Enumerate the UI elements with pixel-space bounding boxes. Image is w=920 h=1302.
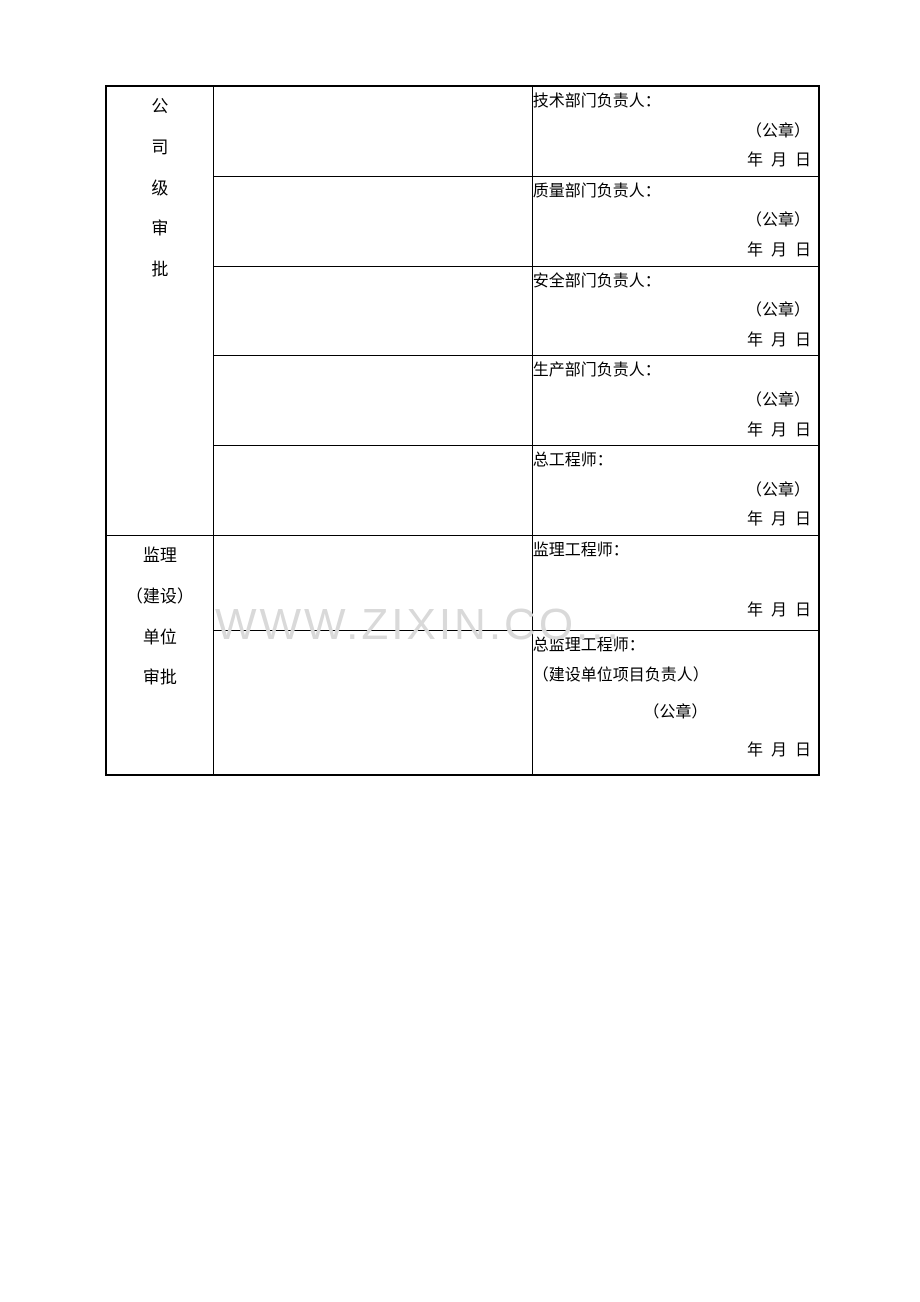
chief-supervisor-signature: 总监理工程师： （建设单位项目负责人） （公章） 年 月 日 (532, 630, 819, 775)
label-char-2: 司 (107, 128, 213, 169)
production-dept-signature: 生产部门负责人： （公章） 年 月 日 (532, 356, 819, 446)
chief-supervisor-seal: （公章） (533, 698, 818, 728)
company-approval-label: 公 司 级 审 批 (106, 86, 213, 535)
chief-engineer-signature: 总工程师： （公章） 年 月 日 (532, 446, 819, 536)
label2-line-3: 单位 (107, 618, 213, 659)
quality-dept-title: 质量部门负责人： (533, 177, 818, 207)
label-char-1: 公 (107, 87, 213, 128)
chief-supervisor-title: 总监理工程师： (533, 631, 818, 661)
supervisor-comment (213, 535, 532, 630)
label-char-3: 级 (107, 169, 213, 210)
supervisor-signature: 监理工程师： 年 月 日 (532, 535, 819, 630)
label2-line-4: 审批 (107, 658, 213, 699)
quality-dept-signature: 质量部门负责人： （公章） 年 月 日 (532, 176, 819, 266)
approval-table: 公 司 级 审 批 技术部门负责人： （公章） 年 月 日 质量部门负责人： （… (105, 85, 820, 776)
quality-dept-date: 年 月 日 (533, 236, 818, 266)
production-dept-date: 年 月 日 (533, 416, 818, 446)
safety-dept-title: 安全部门负责人： (533, 267, 818, 297)
safety-dept-comment (213, 266, 532, 356)
chief-engineer-comment (213, 446, 532, 536)
supervision-approval-label: 监理 （建设） 单位 审批 (106, 535, 213, 775)
supervisor-title: 监理工程师： (533, 536, 818, 566)
production-dept-title: 生产部门负责人： (533, 356, 818, 386)
quality-dept-comment (213, 176, 532, 266)
chief-engineer-title: 总工程师： (533, 446, 818, 476)
label-char-4: 审 (107, 209, 213, 250)
safety-dept-signature: 安全部门负责人： （公章） 年 月 日 (532, 266, 819, 356)
supervisor-date: 年 月 日 (533, 596, 818, 626)
chief-engineer-seal: （公章） (533, 476, 818, 506)
production-dept-comment (213, 356, 532, 446)
safety-dept-date: 年 月 日 (533, 326, 818, 356)
chief-engineer-date: 年 月 日 (533, 505, 818, 535)
production-dept-seal: （公章） (533, 386, 818, 416)
tech-dept-title: 技术部门负责人： (533, 87, 818, 117)
chief-supervisor-comment (213, 630, 532, 775)
safety-dept-seal: （公章） (533, 296, 818, 326)
chief-supervisor-date: 年 月 日 (533, 736, 818, 766)
label2-line-1: 监理 (107, 536, 213, 577)
tech-dept-signature: 技术部门负责人： （公章） 年 月 日 (532, 86, 819, 176)
tech-dept-comment (213, 86, 532, 176)
tech-dept-seal: （公章） (533, 117, 818, 147)
tech-dept-date: 年 月 日 (533, 146, 818, 176)
label2-line-2: （建设） (107, 577, 213, 618)
chief-supervisor-subtitle: （建设单位项目负责人） (533, 661, 818, 691)
label-char-5: 批 (107, 250, 213, 291)
quality-dept-seal: （公章） (533, 206, 818, 236)
